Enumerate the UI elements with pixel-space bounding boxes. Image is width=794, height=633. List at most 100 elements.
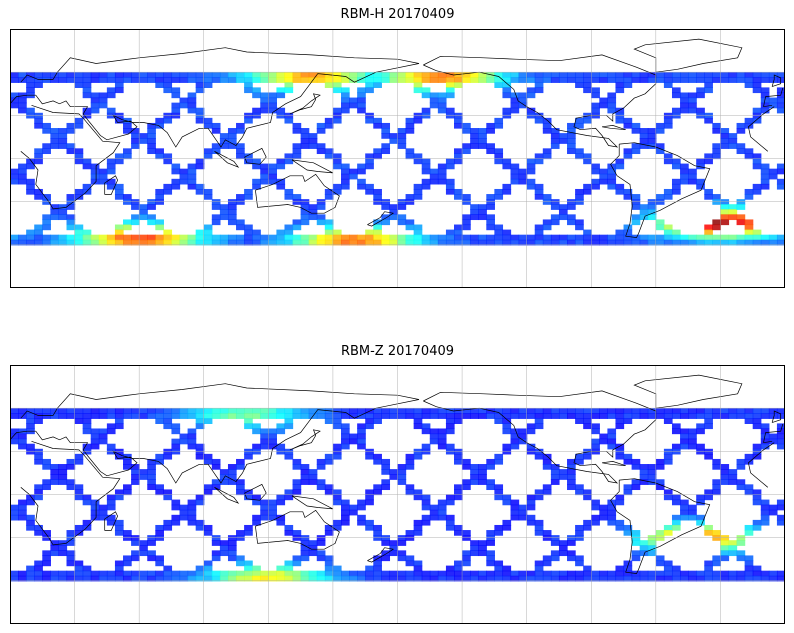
swath-cell [655, 128, 665, 134]
swath-cell [615, 77, 625, 83]
swath-cell [276, 575, 286, 582]
swath-cell [421, 514, 431, 521]
swath-cell [776, 423, 785, 430]
swath-cell [518, 173, 528, 180]
swath-cell [736, 484, 746, 491]
swath-cell [236, 484, 245, 491]
swath-cell [244, 72, 253, 78]
swath-cell [478, 133, 487, 139]
swath-cell [106, 408, 116, 414]
swath-cell [744, 453, 754, 460]
swath-cell [688, 433, 697, 440]
swath-cell [494, 418, 504, 424]
swath-cell [82, 519, 92, 526]
swath-cell [583, 82, 592, 88]
swath-cell [421, 519, 431, 526]
swath-cell [74, 122, 84, 129]
swath-cell [284, 188, 294, 195]
swath-cell [389, 575, 399, 582]
swath-cell [413, 158, 423, 165]
swath-cell [195, 163, 205, 170]
swath-cell [760, 438, 770, 445]
coastline [214, 486, 240, 504]
swath-cell [647, 464, 657, 470]
swath-cell [300, 204, 310, 210]
swath-cell [219, 77, 229, 83]
swath-cell [397, 128, 407, 134]
swath-cell [680, 77, 689, 83]
swath-cell [131, 239, 140, 246]
swath-cell [591, 92, 600, 99]
swath-cell [712, 575, 722, 582]
swath-cell [583, 494, 592, 501]
swath-cell [18, 92, 27, 99]
swath-cell [752, 77, 762, 83]
swath-cell [591, 413, 600, 419]
swath-cell [583, 117, 592, 124]
swath-cell [631, 530, 641, 536]
swath-cell [147, 204, 156, 210]
swath-cell [155, 524, 164, 531]
swath-cell [591, 72, 600, 78]
swath-cell [607, 509, 617, 516]
swath-cell [736, 72, 746, 78]
swath-cell [276, 494, 286, 501]
swath-cell [623, 408, 633, 414]
swath-cell [760, 423, 770, 430]
swath-cell [607, 433, 617, 440]
swath-cell [381, 77, 391, 83]
swath-cell [728, 72, 738, 78]
swath-cell [211, 408, 221, 414]
swath-cell [195, 418, 205, 424]
coastline [771, 74, 782, 87]
swath-cell [663, 408, 673, 414]
swath-cell [542, 122, 552, 129]
swath-cell [139, 413, 148, 419]
swath-cell [227, 209, 237, 215]
swath-cell [10, 504, 19, 511]
swath-cell [768, 575, 778, 582]
swath-cell [712, 77, 722, 83]
swath-cell [74, 194, 84, 200]
swath-cell [502, 188, 512, 195]
swath-cell [437, 438, 447, 445]
swath-cell [744, 408, 754, 414]
swath-cell [776, 499, 785, 506]
swath-cell [510, 575, 520, 582]
swath-cell [494, 570, 504, 577]
swath-cell [736, 234, 746, 241]
swath-cell [74, 565, 84, 572]
swath-cell [688, 575, 697, 582]
swath-cell [50, 128, 60, 134]
swath-cell [98, 92, 108, 99]
swath-cell [712, 72, 722, 78]
swath-cell [510, 168, 520, 175]
swath-cell [478, 214, 487, 221]
swath-cell [502, 87, 512, 94]
swath-cell [163, 575, 173, 582]
swath-cell [768, 413, 778, 419]
swath-cell [10, 168, 19, 175]
swath-cell [534, 418, 544, 424]
swath-cell [74, 77, 84, 83]
swath-cell [550, 72, 560, 78]
swath-cell [90, 443, 100, 450]
swath-cell [276, 77, 286, 83]
swath-cell [736, 535, 746, 541]
swath-cell [18, 438, 27, 445]
swath-cell [526, 178, 536, 185]
swath-cell [696, 448, 705, 455]
swath-cell [696, 519, 705, 526]
swath-cell [357, 97, 366, 104]
swath-cell [776, 408, 785, 414]
swath-cell [292, 77, 302, 83]
swath-cell [647, 138, 657, 144]
swath-cell [131, 72, 140, 78]
swath-cell [397, 413, 407, 419]
swath-cell [308, 545, 318, 551]
swath-cell [518, 509, 528, 516]
swath-cell [332, 453, 342, 460]
swath-cell [663, 117, 673, 124]
swath-cell [66, 555, 76, 562]
swath-cell [114, 117, 124, 124]
